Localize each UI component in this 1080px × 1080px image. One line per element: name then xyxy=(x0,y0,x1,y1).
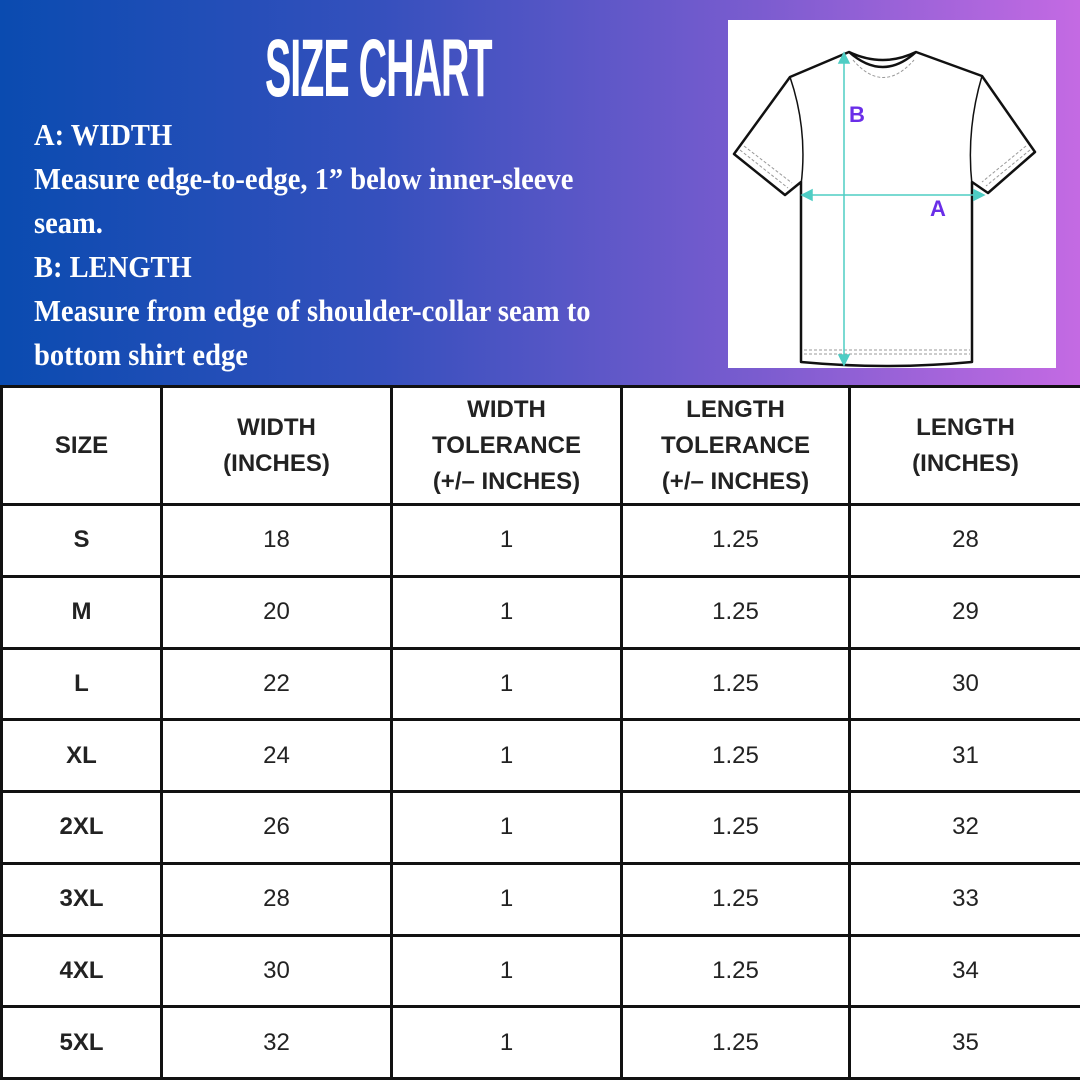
cell-width-tolerance: 1 xyxy=(390,718,623,793)
cell-width-tolerance: 1 xyxy=(390,861,623,937)
table-row: XL 24 1 1.25 31 xyxy=(0,718,1080,793)
table-row: 4XL 30 1 1.25 34 xyxy=(0,933,1080,1009)
cell-size: L xyxy=(0,646,163,722)
cell-length-tolerance: 1.25 xyxy=(620,933,851,1009)
cell-width: 32 xyxy=(160,1005,393,1080)
t-shirt-diagram: B A xyxy=(728,20,1056,368)
header-line: (+/– INCHES) xyxy=(661,467,810,495)
header-line: WIDTH xyxy=(237,413,316,441)
table-header-row: SIZE WIDTH (INCHES) WIDTH TOLERANCE (+/– INCH… xyxy=(0,385,1080,506)
table-row: L 22 1 1.25 30 xyxy=(0,646,1080,722)
header-line: SIZE xyxy=(54,431,109,459)
label-a: A xyxy=(930,196,946,221)
cell-length-tolerance: 1.25 xyxy=(620,574,851,650)
width-text-cont: seam. xyxy=(34,205,103,240)
table-row: M 20 1 1.25 29 xyxy=(0,574,1080,650)
cell-width-tolerance: 1 xyxy=(390,646,623,722)
header-banner: SIZE CHART A: WIDTH Measure edge-to-edge… xyxy=(0,0,1080,385)
cell-length-tolerance: 1.25 xyxy=(620,861,851,937)
header-width-tolerance: WIDTH TOLERANCE (+/– INCHES) xyxy=(390,385,623,506)
cell-size: 2XL xyxy=(0,790,163,865)
header-size: SIZE xyxy=(0,385,163,506)
cell-size: 4XL xyxy=(0,933,163,1009)
cell-size: 3XL xyxy=(0,861,163,937)
cell-size: S xyxy=(0,503,163,578)
cell-length: 31 xyxy=(848,718,1080,793)
cell-length-tolerance: 1.25 xyxy=(620,646,851,722)
header-line: (INCHES) xyxy=(912,449,1019,477)
cell-length: 28 xyxy=(848,503,1080,578)
page-title: SIZE CHART xyxy=(265,23,493,114)
header-line: TOLERANCE xyxy=(661,431,810,459)
table-row: 3XL 28 1 1.25 33 xyxy=(0,861,1080,937)
length-label: B: LENGTH xyxy=(34,249,192,284)
header-line: LENGTH xyxy=(916,413,1015,441)
cell-length-tolerance: 1.25 xyxy=(620,718,851,793)
cell-length: 30 xyxy=(848,646,1080,722)
table-row: S 18 1 1.25 28 xyxy=(0,503,1080,578)
cell-length: 32 xyxy=(848,790,1080,865)
cell-width: 26 xyxy=(160,790,393,865)
header-length-tolerance: LENGTH TOLERANCE (+/– INCHES) xyxy=(620,385,851,506)
header-line: (+/– INCHES) xyxy=(432,467,581,495)
cell-width: 24 xyxy=(160,718,393,793)
cell-length: 34 xyxy=(848,933,1080,1009)
table-row: 5XL 32 1 1.25 35 xyxy=(0,1005,1080,1080)
label-b: B xyxy=(849,102,865,127)
t-shirt-icon: B A xyxy=(732,50,1037,368)
measurement-instructions: A: WIDTH Measure edge-to-edge, 1” below … xyxy=(34,113,862,377)
header-line: TOLERANCE xyxy=(432,431,581,459)
cell-length: 29 xyxy=(848,574,1080,650)
cell-size: M xyxy=(0,574,163,650)
cell-length-tolerance: 1.25 xyxy=(620,790,851,865)
cell-size: 5XL xyxy=(0,1005,163,1080)
cell-width: 20 xyxy=(160,574,393,650)
table-row: 2XL 26 1 1.25 32 xyxy=(0,790,1080,865)
header-line: LENGTH xyxy=(686,395,785,423)
length-text: Measure from edge of shoulder-collar sea… xyxy=(34,293,591,328)
cell-length: 35 xyxy=(848,1005,1080,1080)
width-label: A: WIDTH xyxy=(34,117,173,152)
cell-width: 22 xyxy=(160,646,393,722)
cell-width: 18 xyxy=(160,503,393,578)
width-text: Measure edge-to-edge, 1” below inner-sle… xyxy=(34,161,574,196)
cell-width-tolerance: 1 xyxy=(390,1005,623,1080)
size-table: SIZE WIDTH (INCHES) WIDTH TOLERANCE (+/– INCH… xyxy=(0,385,1080,1080)
header-length: LENGTH (INCHES) xyxy=(848,385,1080,506)
cell-length-tolerance: 1.25 xyxy=(620,503,851,578)
cell-width-tolerance: 1 xyxy=(390,790,623,865)
cell-width-tolerance: 1 xyxy=(390,574,623,650)
cell-width: 28 xyxy=(160,861,393,937)
header-line: (INCHES) xyxy=(223,449,330,477)
header-line: WIDTH xyxy=(467,395,546,423)
cell-length: 33 xyxy=(848,861,1080,937)
length-text-cont: bottom shirt edge xyxy=(34,337,248,372)
header-width: WIDTH (INCHES) xyxy=(160,385,393,506)
cell-width-tolerance: 1 xyxy=(390,933,623,1009)
cell-width-tolerance: 1 xyxy=(390,503,623,578)
cell-width: 30 xyxy=(160,933,393,1009)
cell-size: XL xyxy=(0,718,163,793)
cell-length-tolerance: 1.25 xyxy=(620,1005,851,1080)
